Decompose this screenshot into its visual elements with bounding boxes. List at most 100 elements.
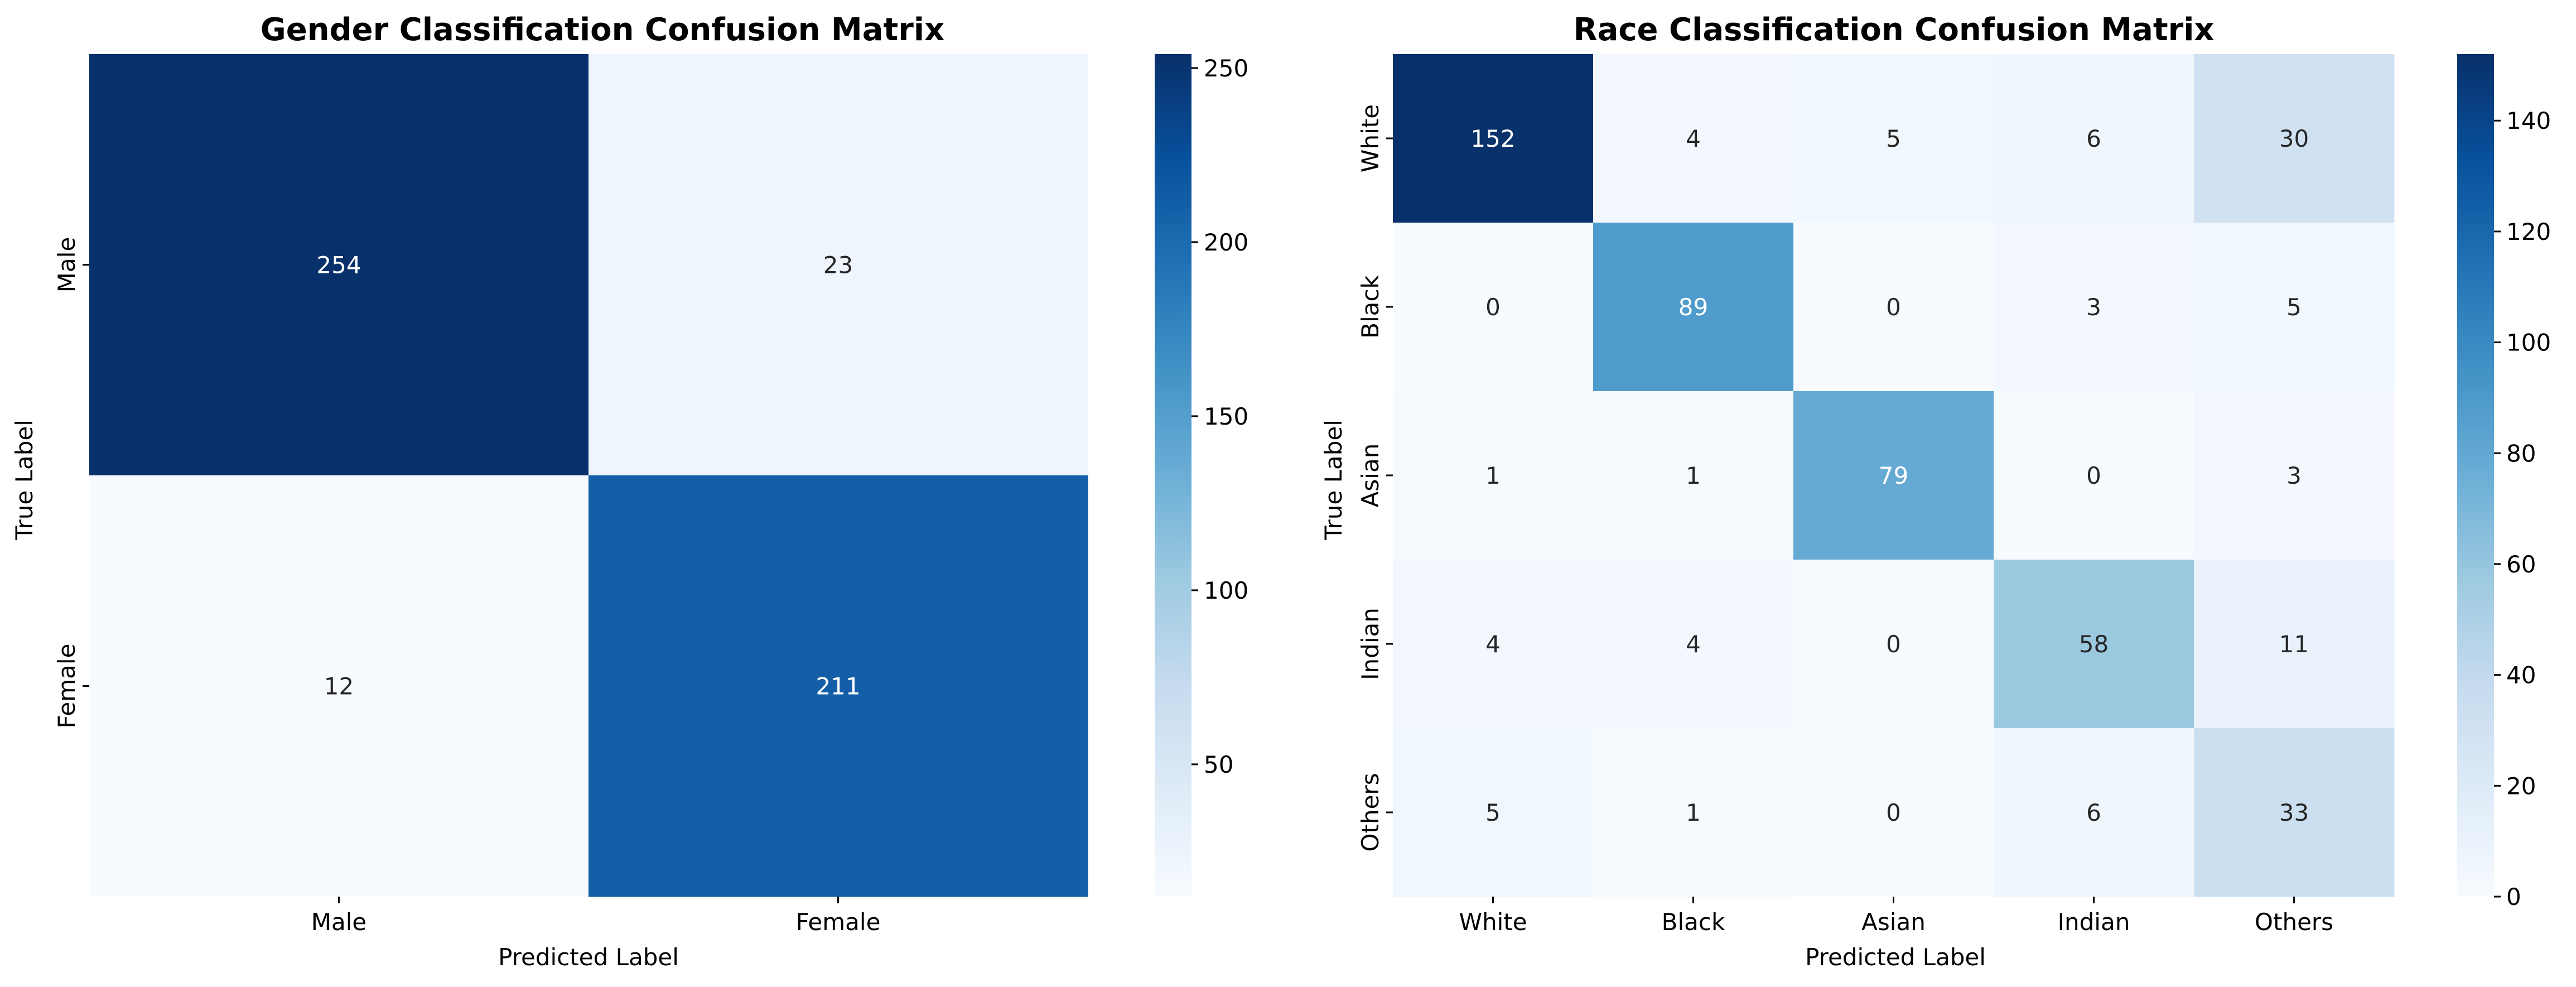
heatmap-cell (1593, 728, 1794, 897)
x-tick-label: Black (1662, 908, 1725, 936)
heatmap-cell (1793, 728, 1994, 897)
cell-value-label: 5 (1485, 799, 1501, 826)
cell-value-label: 12 (324, 673, 354, 700)
heatmap-cell (588, 54, 1088, 476)
heatmap-cell (1593, 560, 1794, 729)
heatmap-cell (1393, 391, 1594, 560)
cell-value-label: 211 (816, 673, 860, 700)
heatmap-cell (1593, 54, 1794, 223)
heatmap-cell (89, 54, 589, 476)
heatmap-cell (2194, 560, 2395, 729)
colorbar-tick-label: 250 (1204, 55, 1248, 82)
heatmap-cell (588, 475, 1088, 897)
cell-value-label: 4 (1686, 125, 1701, 152)
colorbar-tick-label: 140 (2506, 107, 2551, 134)
cell-value-label: 3 (2286, 462, 2302, 489)
heatmap-cell (2194, 223, 2395, 392)
cell-value-label: 58 (2079, 630, 2109, 658)
heatmap-cell (1793, 223, 1994, 392)
heatmap-cell (1593, 391, 1794, 560)
heatmap-cell (1994, 54, 2194, 223)
cell-value-label: 30 (2279, 125, 2309, 152)
colorbar-tick-label: 50 (1204, 751, 1233, 778)
cell-value-label: 89 (1678, 293, 1708, 321)
cell-value-label: 79 (1879, 462, 1908, 489)
heatmap-cell (1793, 560, 1994, 729)
heatmap-cell (89, 475, 589, 897)
cell-value-label: 1 (1485, 462, 1501, 489)
heatmap-cell (1393, 728, 1594, 897)
colorbar-tick-label: 200 (1204, 229, 1248, 256)
y-tick-label: Black (1357, 275, 1384, 339)
colorbar-tick-label: 20 (2506, 772, 2536, 800)
cell-value-label: 0 (1886, 799, 1901, 826)
colorbar-gradient (2457, 54, 2494, 897)
heatmap-cell (1793, 54, 1994, 223)
y-tick-label: White (1357, 104, 1384, 172)
heatmap-cell (1994, 728, 2194, 897)
colorbar-tick-label: 100 (1204, 577, 1248, 604)
cell-value-label: 254 (316, 252, 361, 279)
gender-colorbar: 50 100 150 200 250 (1155, 54, 1248, 897)
cell-value-label: 0 (2086, 462, 2101, 489)
heatmap-cell (2194, 728, 2395, 897)
gender-y-axis-label: True Label (11, 420, 38, 541)
cell-value-label: 11 (2279, 630, 2309, 658)
gender-y-ticks: Male Female (53, 237, 89, 729)
cell-value-label: 6 (2086, 799, 2101, 826)
heatmap-cell (1994, 391, 2194, 560)
cell-value-label: 6 (2086, 125, 2101, 152)
cell-value-label: 4 (1686, 630, 1701, 658)
heatmap-cell (1793, 391, 1994, 560)
heatmap-cell (2194, 54, 2395, 223)
cell-value-label: 5 (1886, 125, 1901, 152)
cell-value-label: 1 (1686, 799, 1701, 826)
cell-value-label: 5 (2286, 293, 2302, 321)
race-y-axis-label: True Label (1320, 420, 1347, 541)
cell-value-label: 33 (2279, 799, 2309, 826)
gender-chart-title: Gender Classification Confusion Matrix (261, 12, 944, 48)
heatmap-cell (1994, 223, 2194, 392)
cell-value-label: 0 (1485, 293, 1501, 321)
heatmap-cell (1994, 560, 2194, 729)
gender-x-ticks: Male Female (311, 897, 881, 936)
cell-value-label: 0 (1886, 630, 1901, 658)
colorbar-tick-label: 80 (2506, 440, 2536, 467)
cell-value-label: 152 (1470, 125, 1515, 152)
race-x-ticks: White Black Asian Indian Others (1459, 897, 2333, 936)
y-tick-label: Female (53, 644, 80, 729)
race-heatmap-cells: 152 4 5 6 300 89 0 3 51 1 79 0 34 4 0 58 115 1 0 6 33 (1393, 54, 2395, 897)
colorbar-gradient (1155, 54, 1191, 897)
heatmap-cell (1593, 223, 1794, 392)
colorbar-tick-label: 40 (2506, 662, 2536, 689)
race-y-ticks: White Black Asian Indian Others (1357, 104, 1393, 852)
cell-value-label: 23 (823, 252, 853, 279)
x-tick-label: White (1459, 908, 1527, 936)
race-colorbar: 0 20 40 60 80 100 120 140 (2457, 54, 2551, 911)
cell-value-label: 4 (1485, 630, 1501, 658)
race-confusion-matrix: Race Classification Confusion Matrix 152… (1320, 12, 2551, 971)
y-tick-label: Indian (1357, 608, 1384, 680)
heatmap-cell (1393, 560, 1594, 729)
x-tick-label: Female (796, 908, 881, 936)
y-tick-label: Male (53, 237, 80, 292)
cell-value-label: 1 (1686, 462, 1701, 489)
gender-heatmap-cells: 254 23 12 211 (89, 54, 1088, 897)
x-tick-label: Indian (2058, 908, 2130, 936)
colorbar-tick-label: 0 (2506, 883, 2521, 911)
x-tick-label: Asian (1861, 908, 1926, 936)
x-tick-label: Others (2255, 908, 2333, 936)
heatmap-cell (2194, 391, 2395, 560)
heatmap-cell (1393, 223, 1594, 392)
race-x-axis-label: Predicted Label (1805, 943, 1986, 971)
gender-confusion-matrix: Gender Classification Confusion Matrix 2… (11, 12, 1248, 971)
colorbar-tick-label: 60 (2506, 551, 2536, 578)
cell-value-label: 0 (1886, 293, 1901, 321)
colorbar-tick-label: 120 (2506, 218, 2551, 245)
x-tick-label: Male (311, 908, 366, 936)
colorbar-tick-label: 100 (2506, 329, 2551, 357)
cell-value-label: 3 (2086, 293, 2101, 321)
race-chart-title: Race Classification Confusion Matrix (1573, 12, 2214, 48)
y-tick-label: Asian (1357, 444, 1384, 508)
